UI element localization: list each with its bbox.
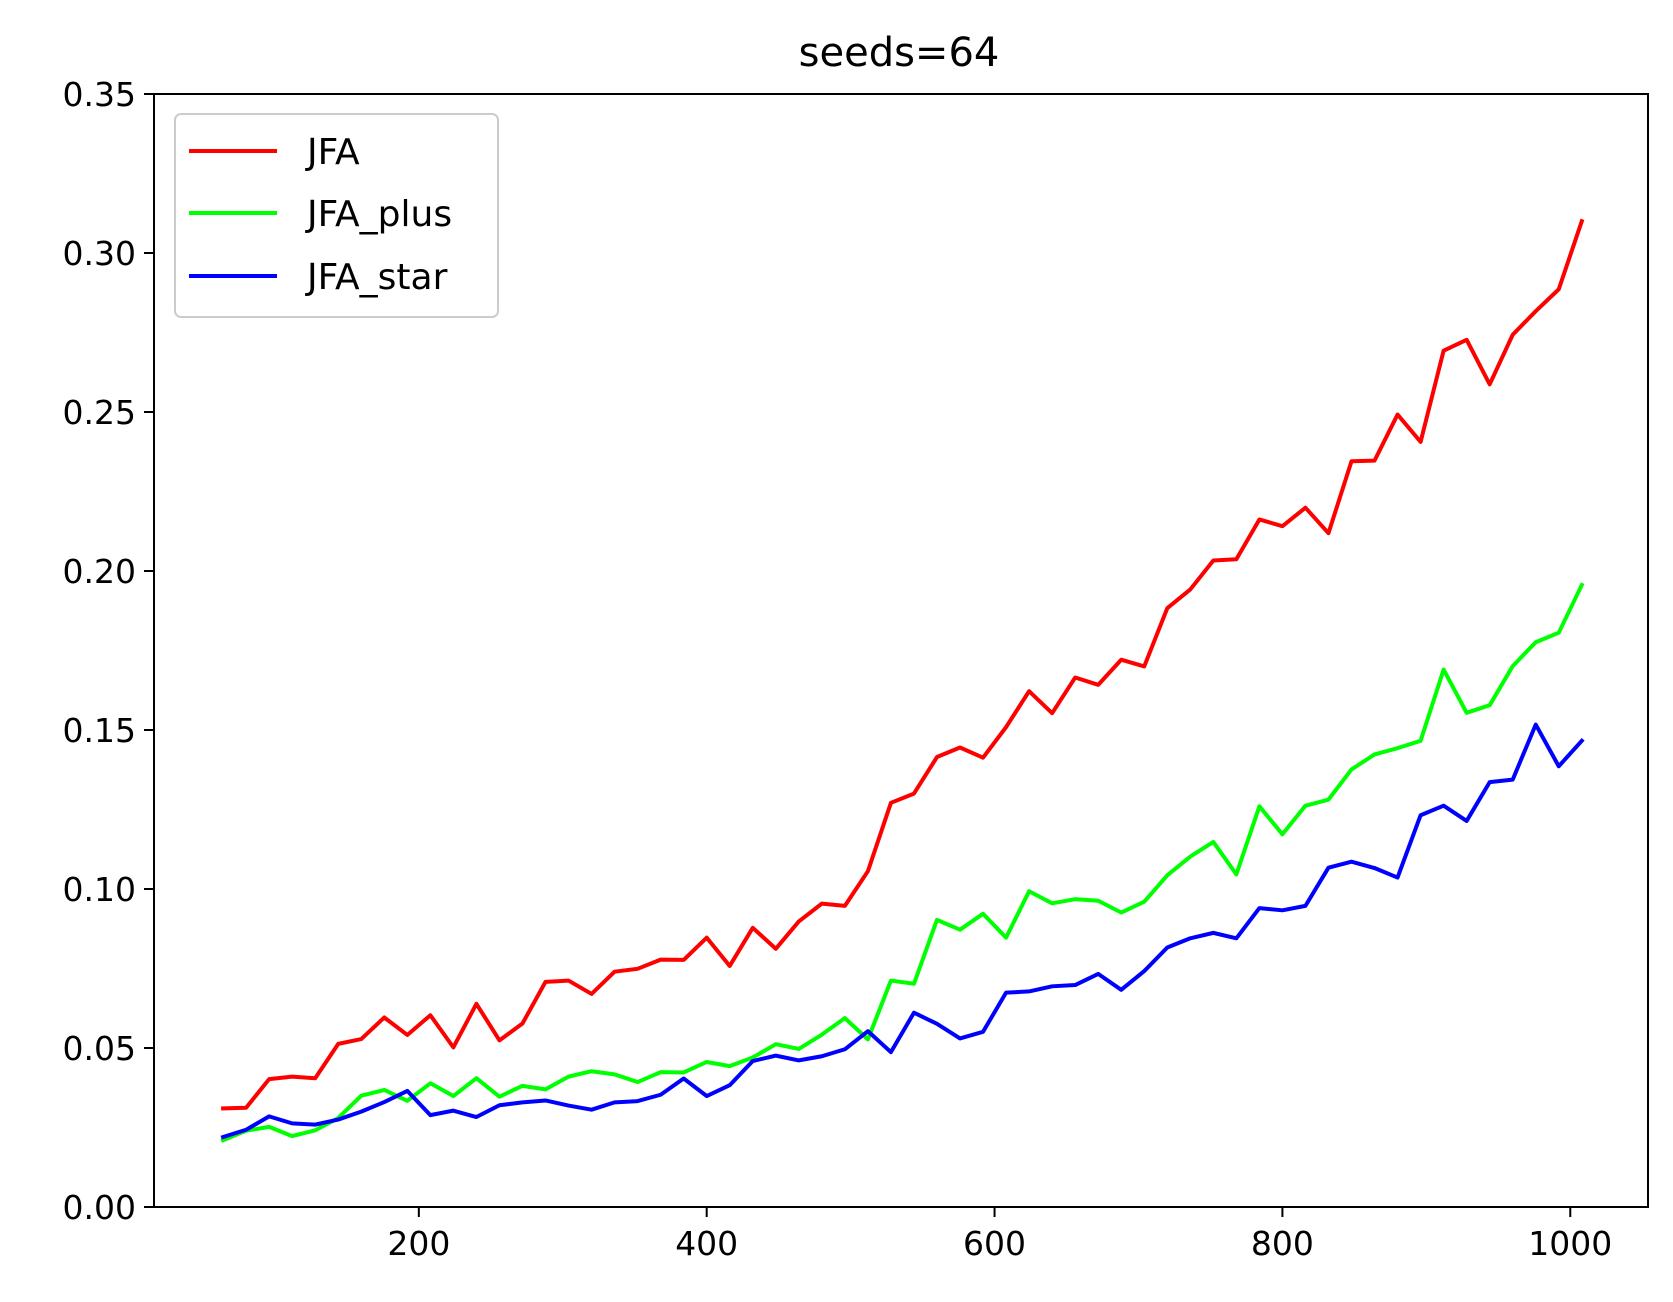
legend-label-jfa-plus: JFA_plus: [305, 194, 452, 235]
y-tick-label: 0.10: [63, 870, 136, 909]
legend-label-jfa: JFA: [305, 132, 360, 173]
y-axis: 0.00 0.05 0.10 0.15 0.20 0.25 0.30 0.35: [63, 75, 154, 1227]
x-axis: 200 400 600 800 1000: [387, 1207, 1612, 1263]
legend-label-jfa-star: JFA_star: [305, 257, 448, 298]
series-layer: [220, 218, 1585, 1143]
chart-title: seeds=64: [799, 30, 1000, 76]
series-line-jfa-star: [220, 722, 1585, 1140]
plot-area: 200 400 600 800 1000 0.00 0.05 0.10 0.15 0.20 0.2…: [63, 75, 1649, 1263]
series-line-jfa-plus: [220, 582, 1585, 1143]
x-tick-label: 600: [963, 1224, 1026, 1263]
y-tick-label: 0.25: [63, 393, 136, 432]
y-tick-label: 0.35: [63, 75, 136, 114]
x-tick-label: 400: [675, 1224, 738, 1263]
y-tick-label: 0.15: [63, 711, 136, 750]
y-tick-label: 0.20: [63, 552, 136, 591]
legend-box: [174, 113, 499, 318]
x-tick-label: 800: [1251, 1224, 1314, 1263]
x-tick-label: 200: [387, 1224, 450, 1263]
plot-frame: [153, 93, 1649, 1208]
legend: JFA JFA_plus JFA_star: [174, 113, 499, 318]
x-tick-label: 1000: [1528, 1224, 1612, 1263]
y-tick-label: 0.00: [63, 1188, 136, 1227]
y-tick-label: 0.30: [63, 234, 136, 273]
series-line-jfa: [221, 218, 1585, 1111]
y-tick-label: 0.05: [63, 1029, 136, 1068]
